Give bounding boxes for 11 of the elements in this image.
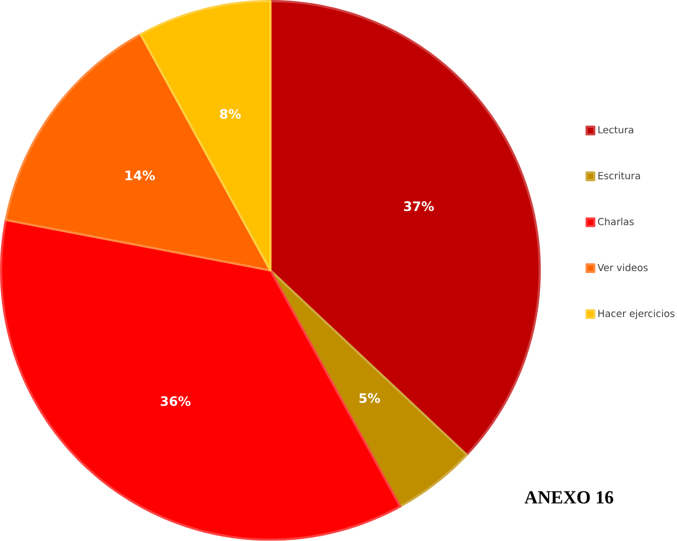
data-label: 14%	[126, 170, 155, 180]
data-label: 37%	[404, 201, 434, 212]
data-label: 5%	[359, 393, 380, 404]
legend-label: Charlas	[598, 218, 634, 226]
legend-label: Escritura	[598, 172, 640, 180]
text: ANEXO 16	[524, 491, 614, 504]
data-label: 36%	[160, 396, 191, 406]
data-label: 8%	[220, 109, 241, 119]
legend-label: Hacer ejercicios	[598, 310, 674, 320]
legend-label: Ver videos	[598, 264, 648, 272]
legend-label: Lectura	[598, 126, 634, 134]
